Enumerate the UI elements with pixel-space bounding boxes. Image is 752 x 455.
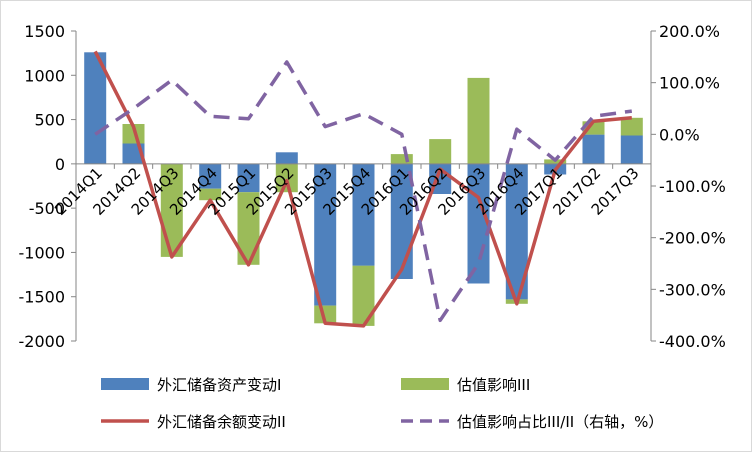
left-tick-label: 500 [34,111,65,130]
right-tick-label: -400.0% [659,332,726,351]
left-tick-label: -2000 [19,332,66,351]
bar-valuation-effect-2016Q3 [468,78,490,164]
right-tick-label: -200.0% [659,229,726,248]
legend-label-0: 外汇储备资产变动I [157,376,281,394]
right-tick-label: -100.0% [659,177,726,196]
bar-reserve-asset-change-2015Q2 [276,152,298,164]
left-tick-label: -1000 [19,243,66,262]
left-tick-label: -1500 [19,288,66,307]
legend-swatch-1 [401,378,449,390]
bar-reserve-asset-change-2017Q3 [621,136,643,164]
left-tick-label: 1500 [24,22,65,41]
bar-reserve-asset-change-2017Q2 [583,135,605,164]
legend-label-3: 估值影响占比III/II（右轴，%） [457,413,663,431]
right-tick-label: 200.0% [659,22,720,41]
right-tick-label: 100.0% [659,74,720,93]
legend-label-2: 外汇储备余额变动II [157,413,286,431]
left-tick-label: 1000 [24,66,65,85]
right-tick-label: 0.0% [659,125,700,144]
bar-valuation-effect-2017Q3 [621,118,643,136]
left-tick-label: 0 [55,155,65,174]
legend-label-1: 估值影响III [457,376,530,394]
legend: 外汇储备资产变动I 估值影响III 外汇储备余额变动II 估值影响占比III/II（右… [101,376,663,431]
bar-valuation-effect-2016Q2 [429,139,451,164]
right-tick-label: -300.0% [659,280,726,299]
legend-swatch-0 [101,378,149,390]
bar-valuation-effect-2016Q1 [391,154,413,164]
